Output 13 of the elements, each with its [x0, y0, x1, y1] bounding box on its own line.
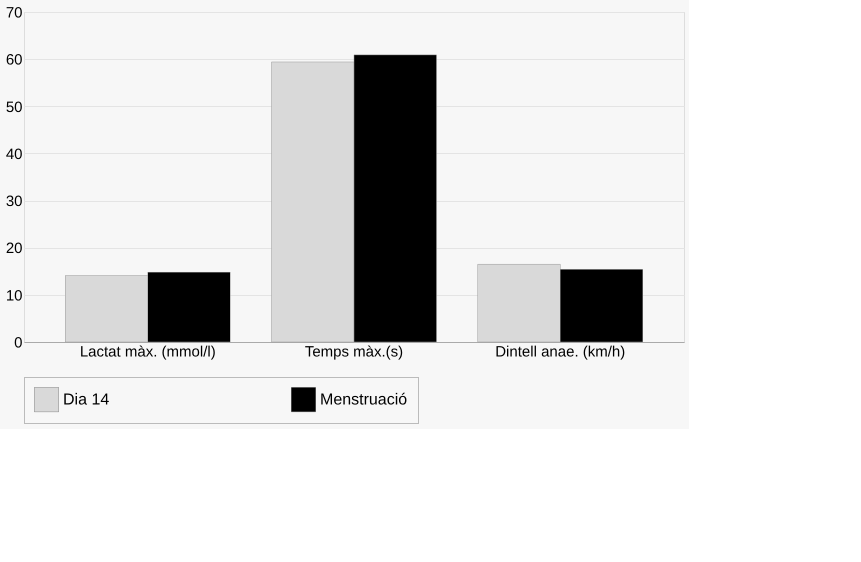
y-tick-label: 30 — [6, 193, 22, 210]
y-tick-label: 20 — [6, 240, 22, 258]
y-tick-label: 40 — [6, 146, 22, 163]
legend-label: Menstruació — [320, 392, 408, 409]
x-tick-label: Temps màx.(s) — [304, 344, 404, 360]
y-tick-label: 70 — [6, 4, 22, 22]
x-tick-label: Dintell anae. (km/h) — [495, 344, 626, 360]
x-tick-label: Lactat màx. (mmol/l) — [80, 344, 216, 360]
y-tick-label: 50 — [6, 98, 22, 116]
y-tick-label: 0 — [14, 334, 22, 352]
legend-label: Dia 14 — [63, 392, 110, 409]
y-tick-label: 60 — [6, 52, 22, 69]
y-tick-label: 10 — [6, 287, 22, 304]
